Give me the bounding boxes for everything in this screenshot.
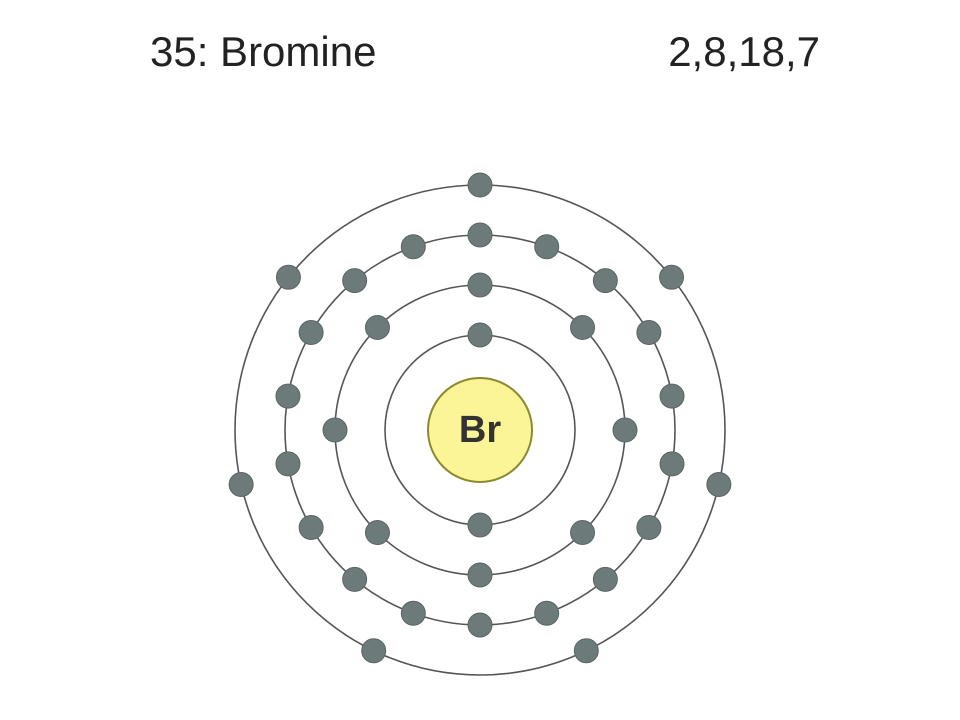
electron-shell4 [229,473,253,497]
electron-shell3 [637,516,661,540]
electron-shell3 [535,601,559,625]
electron-shell3 [299,321,323,345]
electron-shell2 [613,418,637,442]
electron-shell2 [468,273,492,297]
electron-shell4 [660,265,684,289]
electron-shell3 [468,613,492,637]
electron-shell3 [637,321,661,345]
electron-shell4 [362,639,386,663]
electron-shell3 [276,452,300,476]
element-symbol: Br [459,409,501,451]
electron-shell2 [365,315,389,339]
electron-shell1 [468,323,492,347]
electron-shell3 [276,384,300,408]
electron-shell3 [468,223,492,247]
electron-shell4 [276,265,300,289]
electron-shell1 [468,513,492,537]
electron-shell3 [401,601,425,625]
electron-shell2 [365,521,389,545]
electron-shell3 [299,516,323,540]
electron-shell3 [343,567,367,591]
atom-svg: Br [0,0,960,720]
electron-shell3 [343,269,367,293]
electron-shell3 [401,235,425,259]
electron-shell2 [571,315,595,339]
electron-shell3 [660,384,684,408]
electron-shell3 [660,452,684,476]
electron-shell4 [707,473,731,497]
electron-shell3 [593,269,617,293]
electron-shell2 [323,418,347,442]
electron-shell3 [535,235,559,259]
electron-shell3 [593,567,617,591]
electron-shell2 [468,563,492,587]
atom-diagram: Br [0,0,960,720]
electron-shell4 [574,639,598,663]
electron-shell4 [468,173,492,197]
electron-shell2 [571,521,595,545]
